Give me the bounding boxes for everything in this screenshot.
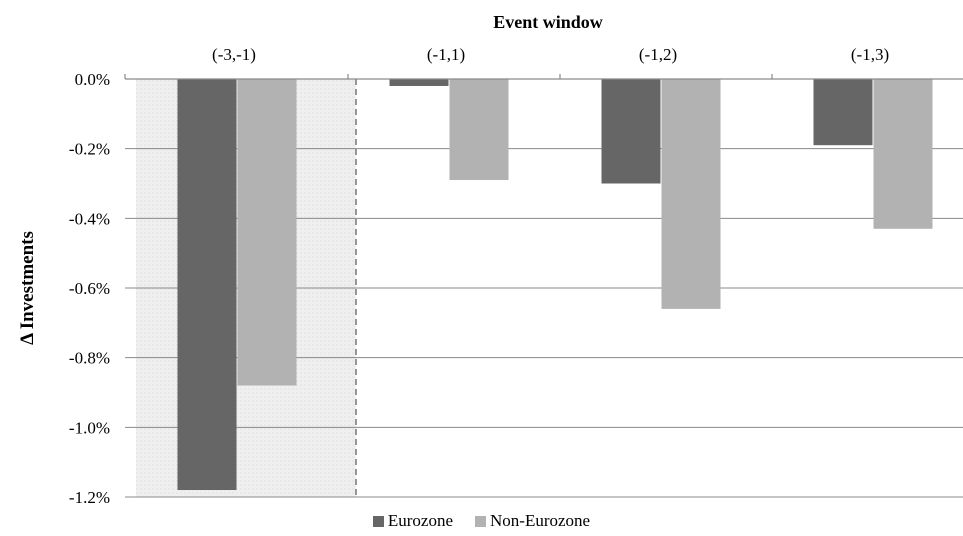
bar-non-eurozone-0 [237,79,297,386]
bar-non-eurozone-3 [873,79,933,229]
y-tick-label: -0.2% [69,140,110,159]
y-tick-label: -0.6% [69,279,110,298]
y-tick-label: -1.2% [69,488,110,507]
y-tick-label: -0.4% [69,209,110,228]
bar-non-eurozone-2 [661,79,721,309]
legend: Eurozone Non-Eurozone [0,511,963,531]
y-axis-title: Δ Investments [17,231,38,345]
x-tick-label: (-1,3) [851,45,889,64]
legend-swatch-non-eurozone [475,515,487,527]
x-tick-label: (-3,-1) [212,45,256,64]
legend-swatch-eurozone [372,515,384,527]
bar-eurozone-1 [389,79,449,86]
bar-eurozone-2 [601,79,661,184]
legend-item-eurozone: Eurozone [372,511,454,531]
bar-eurozone-3 [813,79,873,146]
x-tick-label: (-1,2) [639,45,677,64]
legend-label-eurozone: Eurozone [387,511,454,530]
x-tick-label: (-1,1) [427,45,465,64]
y-tick-label: -1.0% [69,418,110,437]
y-tick-label: 0.0% [75,70,110,89]
legend-label-non-eurozone: Non-Eurozone [490,511,591,530]
x-axis-title: Event window [493,12,603,32]
y-tick-label: -0.8% [69,349,110,368]
legend-item-non-eurozone: Non-Eurozone [475,511,590,531]
bar-eurozone-0 [177,79,237,491]
bar-non-eurozone-1 [449,79,509,181]
